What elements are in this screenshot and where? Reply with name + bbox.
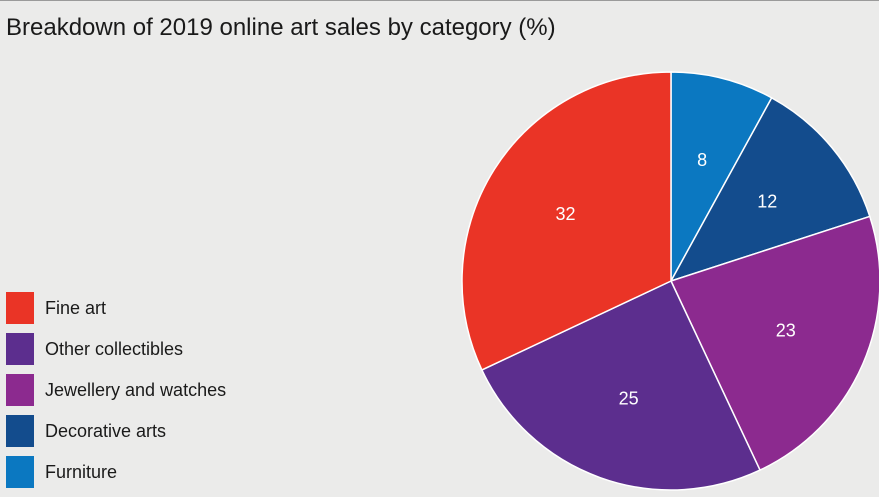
slice-label-decorative-arts: 12 [757, 191, 777, 211]
legend-swatch [6, 456, 34, 488]
legend-label: Decorative arts [45, 421, 167, 441]
slice-label-fine-art: 32 [555, 204, 575, 224]
legend-label: Other collectibles [45, 339, 184, 359]
legend-label: Jewellery and watches [45, 380, 227, 400]
pie-slice-furniture [670, 71, 773, 282]
legend-swatch [6, 415, 34, 447]
legend-swatch [6, 374, 34, 406]
slice-label-other-collectibles: 25 [619, 389, 639, 409]
pie-slice-jewellery-and-watches [669, 215, 879, 472]
legend-swatch [6, 292, 34, 324]
top-divider [0, 0, 879, 1]
slice-label-jewellery-and-watches: 23 [776, 321, 796, 341]
chart-title: Breakdown of 2019 online art sales by ca… [6, 14, 556, 41]
legend-label: Fine art [45, 298, 107, 318]
legend-label: Furniture [45, 462, 118, 482]
pie-slice-decorative-arts [669, 96, 871, 283]
slice-label-furniture: 8 [697, 150, 707, 170]
pie-slice-fine-art [461, 71, 672, 371]
pie-slice-other-collectibles [480, 280, 761, 491]
legend-swatch [6, 333, 34, 365]
